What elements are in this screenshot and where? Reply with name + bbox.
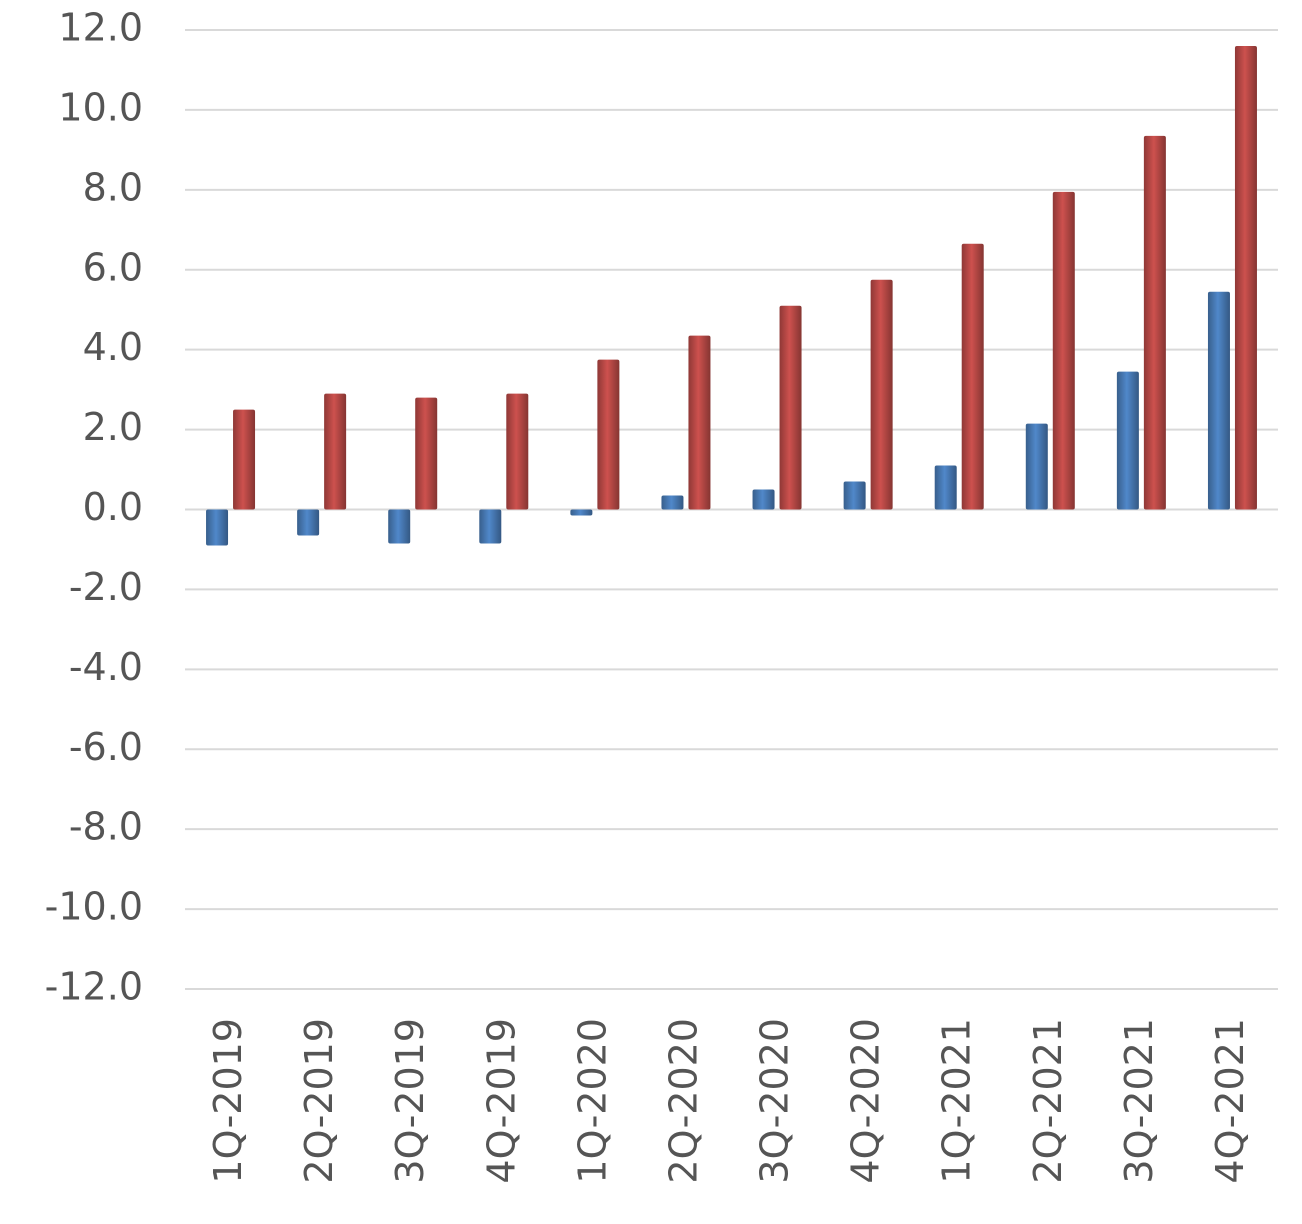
x-tick-label: 1Q-2021 <box>935 1018 979 1184</box>
bar <box>570 509 593 516</box>
x-tick-label: 4Q-2020 <box>844 1018 888 1184</box>
x-tick-label: 3Q-2019 <box>388 1018 432 1184</box>
x-tick-label: 4Q-2021 <box>1208 1018 1252 1184</box>
bar <box>597 359 620 510</box>
bar <box>961 243 984 510</box>
y-tick-label: 8.0 <box>83 165 143 209</box>
y-tick-label: 6.0 <box>83 245 143 289</box>
x-tick-label: 3Q-2021 <box>1117 1018 1161 1184</box>
bar <box>752 489 775 510</box>
bar <box>388 509 411 544</box>
y-tick-label: 10.0 <box>58 85 143 129</box>
bar <box>779 305 802 510</box>
bar <box>233 409 256 510</box>
bar <box>506 393 529 510</box>
bar <box>479 509 502 544</box>
y-tick-label: 4.0 <box>83 325 143 369</box>
y-tick-label: -12.0 <box>45 965 143 1009</box>
bar <box>1116 371 1139 510</box>
bar <box>934 465 957 510</box>
bar <box>1025 423 1048 510</box>
y-tick-label: 12.0 <box>58 6 143 50</box>
x-tick-label: 2Q-2019 <box>297 1018 341 1184</box>
x-tick-label: 2Q-2020 <box>661 1018 705 1184</box>
bar <box>297 509 320 536</box>
bar <box>1143 135 1166 510</box>
y-tick-label: -2.0 <box>69 565 143 609</box>
bar <box>1207 291 1230 510</box>
bar <box>688 335 711 510</box>
bar <box>843 481 866 510</box>
bar <box>415 397 438 510</box>
bar <box>1052 191 1075 510</box>
y-tick-label: -6.0 <box>69 725 143 769</box>
x-tick-label: 1Q-2019 <box>206 1018 250 1184</box>
x-tick-label: 1Q-2020 <box>570 1018 614 1184</box>
y-tick-label: 2.0 <box>83 405 143 449</box>
x-tick-label: 3Q-2020 <box>753 1018 797 1184</box>
bar <box>661 495 684 510</box>
y-tick-label: -8.0 <box>69 805 143 849</box>
y-tick-label: -10.0 <box>45 885 143 929</box>
x-tick-label: 2Q-2021 <box>1026 1018 1070 1184</box>
bar <box>324 393 347 510</box>
bar <box>870 279 893 510</box>
x-tick-label: 4Q-2019 <box>479 1018 523 1184</box>
bar <box>1234 45 1257 510</box>
y-tick-label: 0.0 <box>83 485 143 529</box>
bar <box>206 509 229 546</box>
y-tick-label: -4.0 <box>69 645 143 689</box>
